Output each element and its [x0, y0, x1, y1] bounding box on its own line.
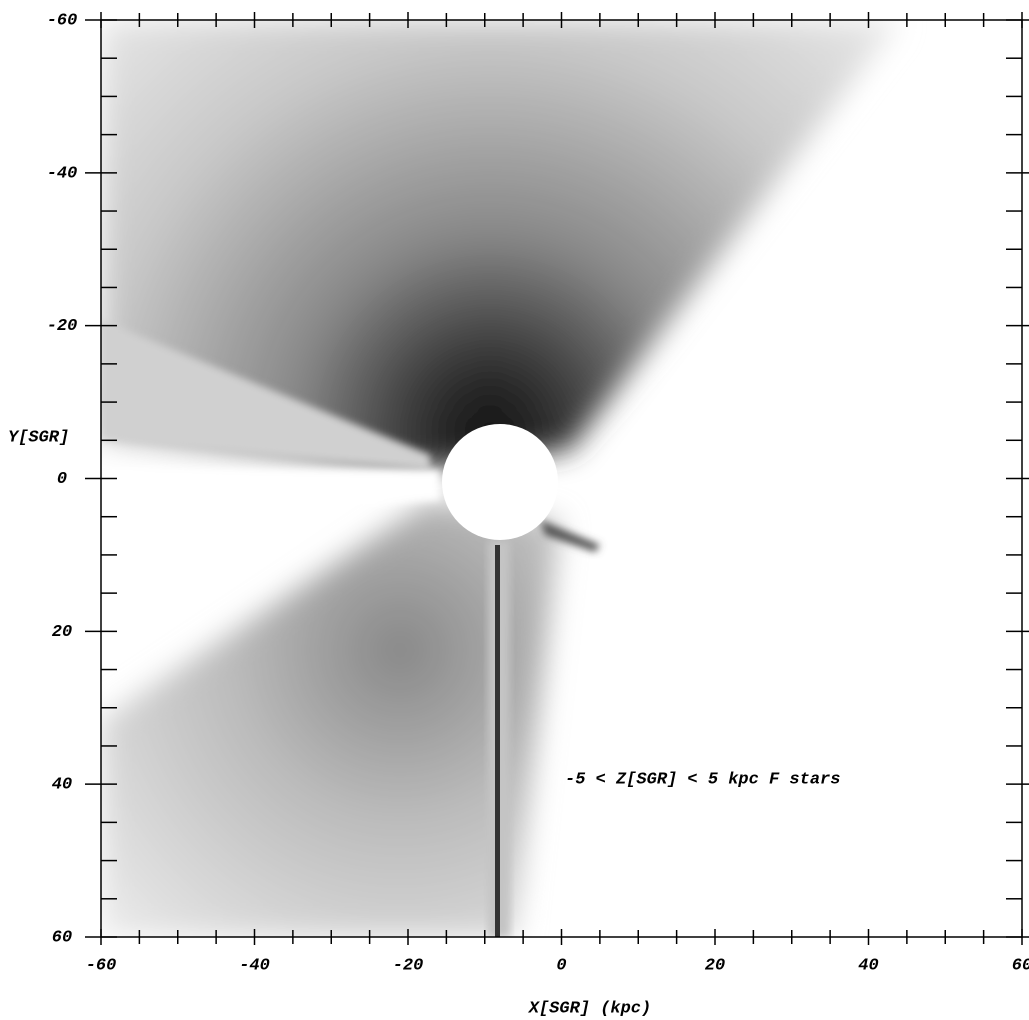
- annotation: -5 < Z[SGR] < 5 kpc F stars: [565, 770, 840, 789]
- y-axis-label: Y[SGR]: [8, 428, 69, 447]
- x-tick-label: 60: [1012, 956, 1029, 975]
- x-axis-label: X[SGR] (kpc): [528, 999, 651, 1018]
- x-tick-label: -40: [239, 956, 270, 975]
- y-tick-label: -20: [47, 317, 78, 336]
- x-tick-label: 0: [556, 956, 566, 975]
- y-tick-label: 0: [57, 470, 67, 489]
- x-tick-label: -60: [86, 956, 117, 975]
- density-map: [101, 20, 900, 937]
- y-tick-label: -60: [47, 11, 78, 30]
- y-tick-label: 40: [52, 776, 72, 795]
- x-tick-label: 40: [858, 956, 878, 975]
- x-tick-label: 20: [705, 956, 725, 975]
- y-tick-label: 60: [52, 928, 72, 947]
- y-tick-label: -40: [47, 164, 78, 183]
- y-tick-label: 20: [52, 623, 72, 642]
- x-tick-label: -20: [393, 956, 424, 975]
